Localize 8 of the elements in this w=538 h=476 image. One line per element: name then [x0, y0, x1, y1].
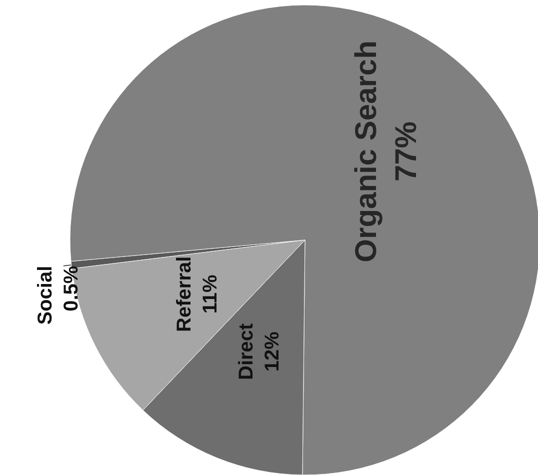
data-label: 0.5% [60, 266, 82, 312]
slice-label: Social [34, 266, 56, 325]
slice-label: Organic Search [350, 40, 384, 262]
slice-label: Direct [236, 322, 258, 380]
data-label: 11% [199, 274, 222, 314]
data-label: 77% [390, 121, 424, 182]
data-label: 12% [262, 331, 284, 372]
slice-label: Referral [173, 256, 196, 332]
